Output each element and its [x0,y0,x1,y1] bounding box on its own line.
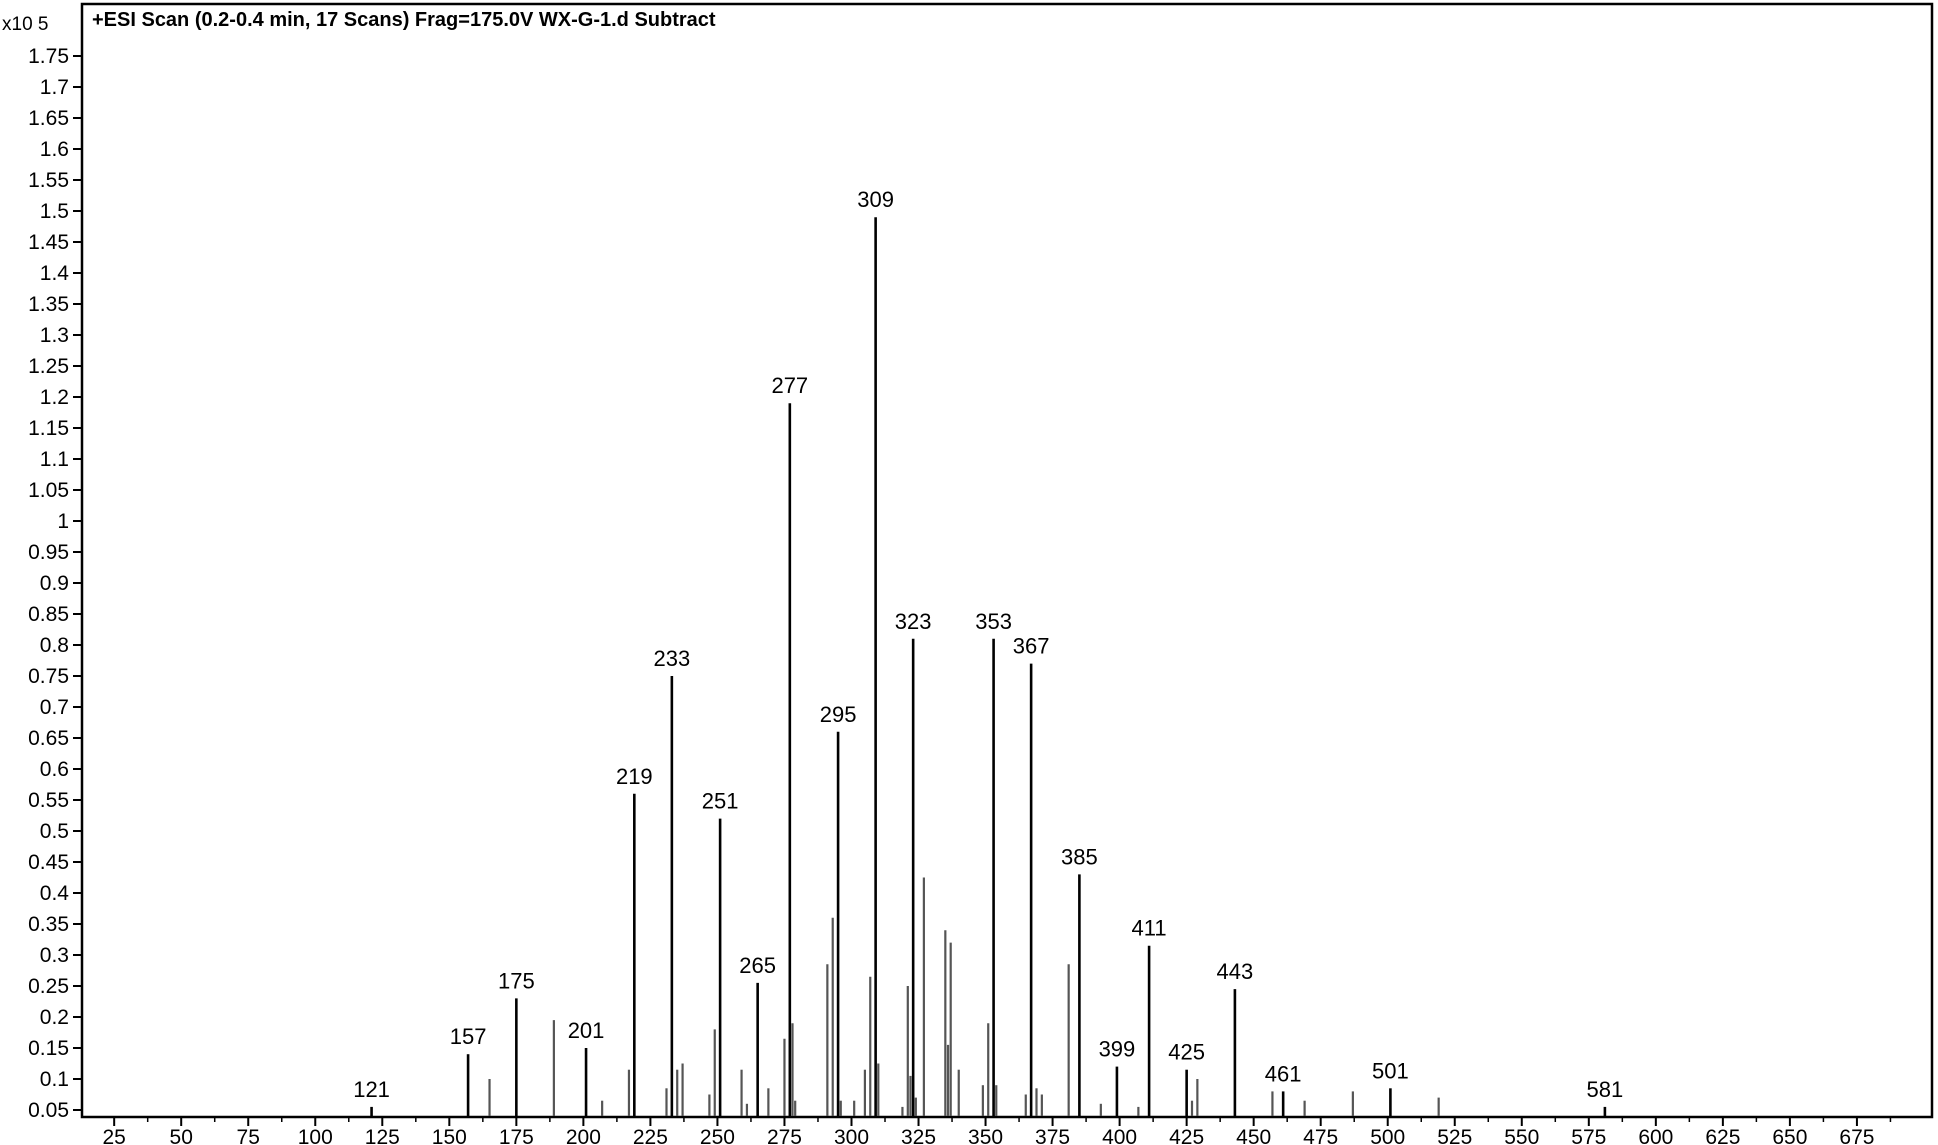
peak-label: 265 [739,953,776,978]
x-tick-label: 400 [1102,1126,1137,1145]
x-tick-label: 450 [1236,1126,1271,1145]
peak-label: 367 [1013,634,1050,659]
y-exponent-label: x10 5 [2,14,48,35]
plot-frame [80,2,1934,1119]
y-tick-label: 0.55 [28,789,69,812]
x-tick-label: 625 [1705,1126,1740,1145]
peak-label: 425 [1168,1040,1205,1065]
plot-border [80,2,1934,1119]
y-tick-label: 0.6 [40,758,69,781]
x-tick-label: 300 [834,1126,869,1145]
y-tick-label: 0.4 [40,882,70,905]
peak-label: 233 [653,646,690,671]
peak-label: 157 [450,1024,487,1049]
peak-label: 219 [616,764,653,789]
y-tick-label: 1.4 [40,262,70,285]
y-tick-label: 1.65 [28,107,69,130]
x-tick-label: 650 [1772,1126,1807,1145]
y-tick-label: 0.1 [40,1068,69,1091]
y-tick-label: 0.45 [28,851,69,874]
y-tick-label: 0.95 [28,541,69,564]
x-tick-label: 50 [170,1126,193,1145]
y-tick-label: 0.9 [40,572,69,595]
x-tick-label: 175 [499,1126,534,1145]
chart-title: +ESI Scan (0.2-0.4 min, 17 Scans) Frag=1… [92,9,716,31]
y-tick-label: 1.1 [40,448,69,471]
x-tick-label: 275 [767,1126,802,1145]
peak-label: 501 [1372,1058,1409,1083]
y-tick-label: 0.05 [28,1099,69,1122]
y-tick-label: 0.2 [40,1006,69,1029]
y-tick-label: 0.35 [28,913,69,936]
y-tick-label: 0.7 [40,696,69,719]
y-tick-label: 1.6 [40,138,69,161]
y-axis: 0.05 0.1 0.15 0.2 0.25 0.3 0.35 0.4 0.45 0.5 0.55 0… [28,45,82,1122]
x-tick-label: 375 [1035,1126,1070,1145]
y-tick-label: 1.35 [28,293,69,316]
peak-label: 581 [1587,1077,1624,1102]
peak-label: 201 [568,1018,605,1043]
x-tick-label: 125 [365,1126,400,1145]
y-tick-label: 0.25 [28,975,69,998]
x-tick-label: 150 [432,1126,467,1145]
x-tick-label: 100 [298,1126,333,1145]
peak-label: 323 [895,609,932,634]
peak-label: 295 [820,702,857,727]
y-tick-label: 0.75 [28,665,69,688]
x-tick-label: 500 [1370,1126,1405,1145]
peak-label: 309 [857,187,894,212]
y-tick-label: 1.2 [40,386,69,409]
peak-label: 251 [702,789,739,814]
x-tick-label: 575 [1571,1126,1606,1145]
y-tick-label: 0.3 [40,944,69,967]
x-tick-label: 425 [1169,1126,1204,1145]
y-tick-label: 0.15 [28,1037,69,1060]
y-tick-label: 1.25 [28,355,69,378]
x-tick-label: 350 [968,1126,1003,1145]
y-tick-label: 1.75 [28,45,69,68]
peak-label: 277 [771,373,808,398]
y-tick-label: 1 [57,510,69,533]
peak-label: 399 [1099,1037,1136,1062]
peaks-group [370,217,1607,1116]
y-tick-label: 1.7 [40,76,69,99]
peak-label: 121 [353,1077,390,1102]
y-tick-label: 0.65 [28,727,69,750]
x-tick-label: 75 [237,1126,260,1145]
y-tick-label: 1.5 [40,200,69,223]
x-tick-label: 200 [566,1126,601,1145]
x-tick-label: 475 [1303,1126,1338,1145]
peak-label: 353 [975,609,1012,634]
peak-label: 443 [1217,959,1254,984]
x-tick-label: 25 [102,1126,125,1145]
y-tick-label: 0.85 [28,603,69,626]
y-tick-label: 1.55 [28,169,69,192]
y-tick-label: 0.8 [40,634,69,657]
peak-label: 175 [498,968,535,993]
x-axis: 25 50 75 100 125 150 175 200 225 250 275 300 325 350 3… [102,1117,1892,1145]
y-tick-label: 1.15 [28,417,69,440]
peak-label: 411 [1132,916,1167,941]
x-tick-label: 525 [1437,1126,1472,1145]
y-tick-label: 1.05 [28,479,69,502]
x-tick-label: 225 [633,1126,668,1145]
y-tick-label: 1.3 [40,324,69,347]
x-tick-label: 250 [700,1126,735,1145]
x-tick-label: 550 [1504,1126,1539,1145]
peak-label: 385 [1061,844,1098,869]
y-tick-label: 1.45 [28,231,69,254]
y-tick-label: 0.5 [40,820,69,843]
x-tick-label: 600 [1638,1126,1673,1145]
x-tick-label: 325 [901,1126,936,1145]
peak-label: 461 [1265,1061,1302,1086]
x-tick-label: 675 [1839,1126,1874,1145]
